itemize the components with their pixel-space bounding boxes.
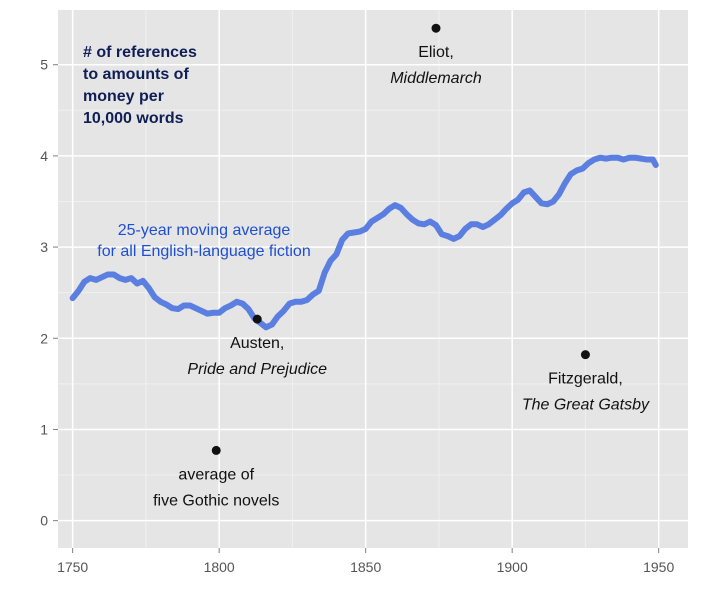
annotation-label-0-1: Middlemarch bbox=[390, 70, 482, 87]
annotation-label-1-0: Austen, bbox=[230, 335, 284, 352]
series-label-line-2: for all English-language fiction bbox=[97, 243, 310, 260]
series-line-moving-average bbox=[69, 154, 659, 331]
annotation-label-0-0: Eliot, bbox=[418, 44, 454, 61]
annotation-points bbox=[211, 23, 590, 455]
y-tick-label: 5 bbox=[40, 57, 48, 73]
series-label-line-1: 25-year moving average bbox=[118, 222, 291, 239]
minor-gridlines bbox=[58, 10, 688, 548]
annotation-label-1-1: Pride and Prejudice bbox=[187, 361, 327, 378]
annotation-point bbox=[580, 350, 590, 360]
x-tick-label: 1750 bbox=[57, 559, 88, 575]
annotation-label-3-0: average of bbox=[178, 466, 254, 483]
annotation-label-3-1: five Gothic novels bbox=[153, 492, 279, 509]
x-tick-label: 1950 bbox=[643, 559, 674, 575]
y-tick-label: 2 bbox=[40, 330, 48, 346]
chart-title-line-3: money per bbox=[83, 88, 164, 105]
annotation-point bbox=[431, 23, 441, 33]
y-tick-label: 4 bbox=[40, 148, 48, 164]
series-layer bbox=[69, 154, 659, 331]
chart-title-line-2: to amounts of bbox=[83, 66, 189, 83]
annotation-point bbox=[252, 314, 262, 324]
y-tick-label: 3 bbox=[40, 239, 48, 255]
plot-panel bbox=[58, 10, 688, 548]
x-tick-label: 1900 bbox=[497, 559, 528, 575]
chart-title-line-4: 10,000 words bbox=[83, 110, 184, 127]
annotation-label-2-1: The Great Gatsby bbox=[522, 397, 650, 414]
y-tick-label: 1 bbox=[40, 421, 48, 437]
x-tick-label: 1850 bbox=[350, 559, 381, 575]
x-tick-label: 1800 bbox=[204, 559, 235, 575]
y-tick-label: 0 bbox=[40, 513, 48, 529]
axis-ticks bbox=[53, 64, 660, 553]
axis-tick-labels: 1750 1800 1850 1900 1950 0 1 2 3 4 5 bbox=[40, 57, 674, 575]
annotation-text-layer: Eliot, Middlemarch Austen, Pride and Prejud… bbox=[153, 44, 650, 509]
annotation-point bbox=[211, 445, 221, 455]
major-gridlines bbox=[58, 10, 688, 548]
chart-title-line-1: # of references bbox=[83, 44, 197, 61]
annotation-label-2-0: Fitzgerald, bbox=[548, 371, 623, 388]
